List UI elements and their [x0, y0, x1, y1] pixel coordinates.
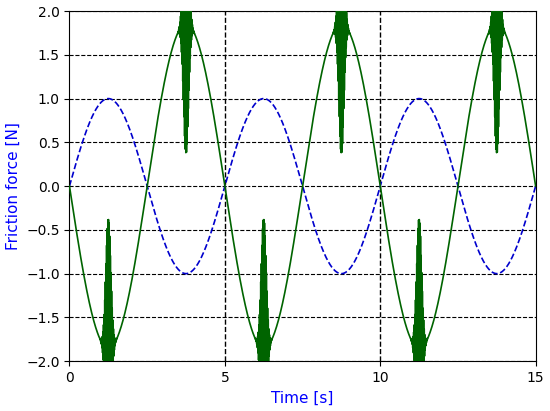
Y-axis label: Friction force [N]: Friction force [N]	[6, 122, 20, 250]
X-axis label: Time [s]: Time [s]	[271, 390, 334, 405]
